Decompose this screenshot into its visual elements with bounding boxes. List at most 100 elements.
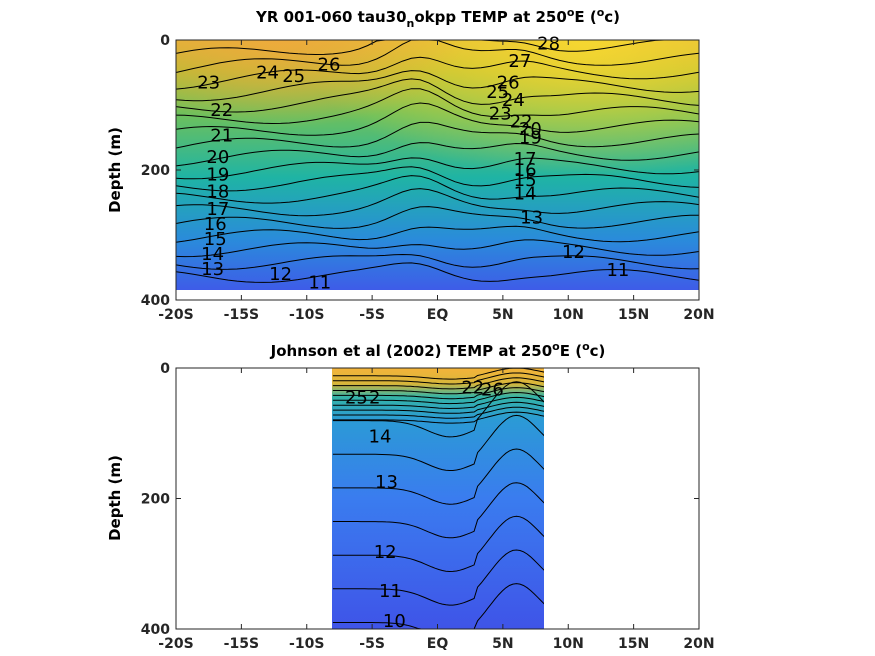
contour-label: 14 xyxy=(369,427,392,448)
ticks-bottom: -20S -15S -10S -5S EQ 5N 10N 15N 20N 0 200 400 xyxy=(141,361,715,652)
contour-line-12 xyxy=(332,515,544,573)
title-bottom-part-2: E ( xyxy=(560,342,582,360)
contour-label: 12 xyxy=(374,542,397,563)
contour-label: 25 xyxy=(486,82,509,103)
y-tick-label: 200 xyxy=(141,492,170,508)
contour-line-21 xyxy=(176,121,699,149)
contour-label: 11 xyxy=(606,260,629,281)
x-tick-label: -5S xyxy=(359,636,385,652)
contour-line-17 xyxy=(176,175,699,204)
y-tick-label: 0 xyxy=(160,361,170,377)
contour-lines-top xyxy=(176,40,699,283)
contour-line-14 xyxy=(332,448,544,505)
contour-line-25 xyxy=(332,372,544,385)
y-axis-label-top: Depth (m) xyxy=(106,127,124,213)
title-bottom-part-4: c) xyxy=(590,342,606,360)
title-bottom-part-3: o xyxy=(582,340,590,353)
plot-area-top xyxy=(176,40,699,290)
x-tick-label: 15N xyxy=(618,636,649,652)
contour-label: 19 xyxy=(519,128,542,149)
x-tick-label: -5S xyxy=(359,307,385,323)
contour-label: 23 xyxy=(197,72,220,93)
contour-label: 19 xyxy=(206,165,229,186)
x-tick-label: 5N xyxy=(492,636,513,652)
panel-top: YR 001-060 tau30nokpp TEMP at 250oE (oc)… xyxy=(106,6,715,323)
contour-label: 11 xyxy=(308,272,331,293)
contour-line-19 xyxy=(176,157,699,180)
contour-line-25 xyxy=(176,70,699,102)
contour-label: 23 xyxy=(489,103,512,124)
contour-line-18 xyxy=(332,406,544,419)
contour-label: 27 xyxy=(508,51,531,72)
title-bottom-part-1: o xyxy=(552,340,560,353)
contour-label: 24 xyxy=(502,90,525,111)
contour-label: 14 xyxy=(201,244,224,265)
x-tick-label: 10N xyxy=(553,636,584,652)
contour-line-26 xyxy=(176,56,699,90)
contour-label: 18 xyxy=(206,181,229,202)
title-top-part-4: E ( xyxy=(574,8,596,26)
warm-pool-left-top xyxy=(176,40,699,290)
contour-line-11 xyxy=(332,549,544,606)
x-tick-label: -10S xyxy=(289,307,324,323)
contour-label: 26 xyxy=(481,380,504,401)
contour-line-15 xyxy=(332,414,544,471)
contour-line-24 xyxy=(332,377,544,390)
contour-line-20 xyxy=(332,396,544,410)
contour-label: 11 xyxy=(379,581,402,602)
contour-line-19 xyxy=(332,401,544,414)
title-top-part-1: n xyxy=(407,17,415,30)
contour-label: 12 xyxy=(562,242,585,263)
x-tick-label: 15N xyxy=(618,307,649,323)
contour-label: 15 xyxy=(204,229,227,250)
contour-line-15 xyxy=(176,206,699,229)
x-tick-label: 20N xyxy=(683,307,714,323)
chart-title-top: YR 001-060 tau30nokpp TEMP at 250oE (oc) xyxy=(255,6,620,30)
x-tick-label: -20S xyxy=(158,636,193,652)
contour-line-14 xyxy=(176,225,699,243)
ticks-top: -20S -15S -10S -5S EQ 5N 10N 15N 20N 0 200 400 xyxy=(141,33,715,323)
x-tick-label: -10S xyxy=(289,636,324,652)
contour-label: 15 xyxy=(514,170,537,191)
contour-label: 13 xyxy=(201,259,224,280)
x-tick-label: EQ xyxy=(427,636,449,652)
contour-label: 22 xyxy=(461,378,484,399)
contour-label: 16 xyxy=(514,160,537,181)
y-tick-label: 200 xyxy=(141,163,170,179)
title-top-part-3: o xyxy=(567,6,575,19)
contour-line-12 xyxy=(176,253,699,270)
title-top-part-5: o xyxy=(597,6,605,19)
contour-label: 13 xyxy=(520,207,543,228)
contour-label: 22 xyxy=(510,111,533,132)
x-tick-label: EQ xyxy=(427,307,449,323)
y-tick-label: 400 xyxy=(141,293,170,309)
contour-label: 25 xyxy=(282,66,305,87)
contour-line-22 xyxy=(332,387,544,400)
contour-line-23 xyxy=(332,382,544,395)
contour-label: 10 xyxy=(383,611,406,632)
plot-area-bottom xyxy=(332,368,544,629)
title-bottom-part-0: Johnson et al (2002) TEMP at 250 xyxy=(270,342,553,360)
contour-line-23 xyxy=(176,88,699,125)
contour-label: 26 xyxy=(318,55,341,76)
contour-label: 14 xyxy=(514,183,537,204)
contour-line-11 xyxy=(176,262,699,283)
contour-line-13 xyxy=(176,239,699,258)
panel-bottom: Johnson et al (2002) TEMP at 250oE (oc) … xyxy=(106,340,715,652)
contour-label: 26 xyxy=(497,72,520,93)
x-tick-label: -15S xyxy=(224,636,259,652)
contour-lines-bottom xyxy=(332,368,544,629)
contour-line-21 xyxy=(332,391,544,405)
contour-label: 17 xyxy=(206,199,229,220)
contour-line-28 xyxy=(176,40,699,56)
title-top-part-2: okpp TEMP at 250 xyxy=(414,8,566,26)
chart-title-bottom: Johnson et al (2002) TEMP at 250oE (oc) xyxy=(270,340,606,360)
x-tick-label: -20S xyxy=(158,307,193,323)
contour-label: 21 xyxy=(210,126,233,147)
contour-label: 24 xyxy=(256,63,279,84)
contour-line-18 xyxy=(176,166,699,192)
contour-label: 20 xyxy=(519,119,542,140)
y-axis-label-bottom: Depth (m) xyxy=(106,455,124,541)
